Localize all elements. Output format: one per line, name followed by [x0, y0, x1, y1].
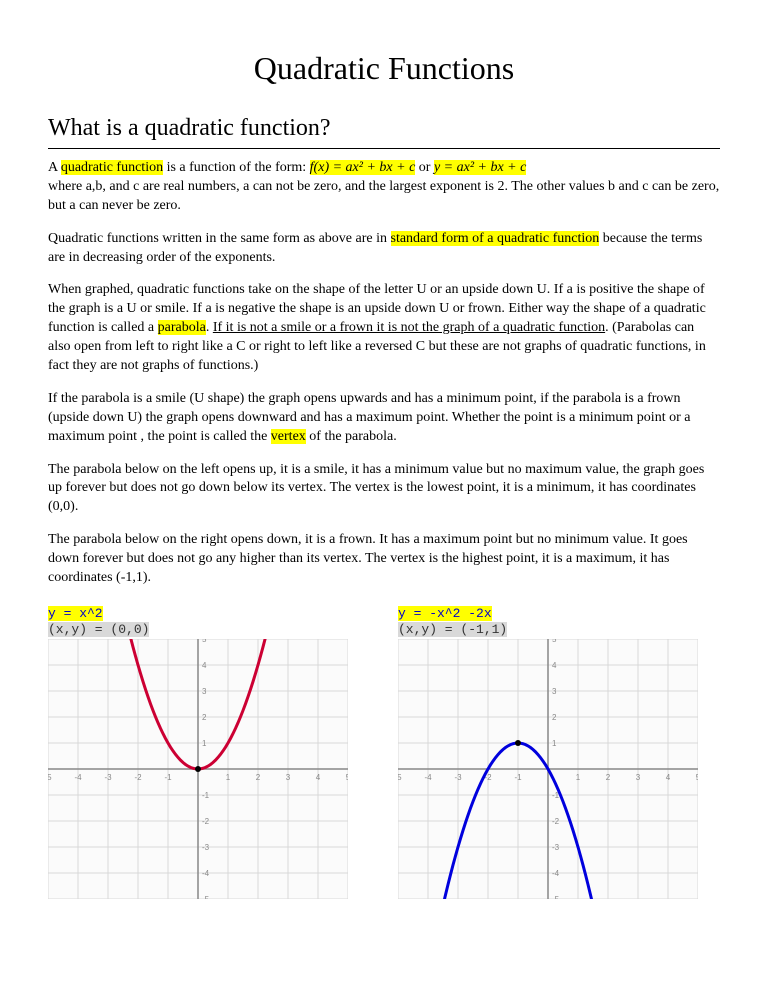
svg-text:2: 2 — [552, 713, 557, 722]
text-run: is a function of the form: — [163, 160, 310, 175]
svg-text:4: 4 — [202, 661, 207, 670]
svg-text:-1: -1 — [202, 791, 210, 800]
svg-text:-3: -3 — [454, 773, 462, 782]
svg-text:1: 1 — [202, 739, 207, 748]
paragraph-definition: A quadratic function is a function of th… — [48, 159, 720, 216]
svg-text:-2: -2 — [134, 773, 142, 782]
svg-text:-3: -3 — [552, 843, 560, 852]
paragraph-opens-down: The parabola below on the right opens do… — [48, 531, 720, 588]
page-title: Quadratic Functions — [48, 50, 720, 87]
graph-left-svg: -5 -4 -3 -2 -1 1 2 3 4 5 -5 -4 -3 -2 -1 1 2 3 4 5 — [48, 639, 348, 899]
svg-text:5: 5 — [346, 773, 348, 782]
svg-text:3: 3 — [202, 687, 207, 696]
text-run: or — [415, 160, 434, 175]
graph-left: y = x^2 (x,y) = (0,0) -5-4-3-2-112345-5-… — [48, 606, 348, 899]
svg-text:2: 2 — [202, 713, 207, 722]
svg-text:-5: -5 — [552, 895, 560, 899]
svg-text:-4: -4 — [552, 869, 560, 878]
text-run: (x,y) = (0,0) — [48, 622, 149, 637]
coord-label: (x,y) = (0,0) — [48, 622, 149, 637]
svg-text:4: 4 — [552, 661, 557, 670]
svg-text:-1: -1 — [514, 773, 522, 782]
graphs-row: y = x^2 (x,y) = (0,0) -5-4-3-2-112345-5-… — [48, 606, 720, 899]
svg-text:-5: -5 — [202, 895, 210, 899]
svg-text:4: 4 — [666, 773, 671, 782]
underline-text: If it is not a smile or a frown it is no… — [213, 320, 605, 335]
svg-text:5: 5 — [696, 773, 698, 782]
equation-label: y = -x^2 -2x — [398, 606, 492, 621]
paragraph-opens-up: The parabola below on the left opens up,… — [48, 461, 720, 518]
graph-right-caption: y = -x^2 -2x (x,y) = (-1,1) — [398, 606, 698, 637]
svg-text:4: 4 — [316, 773, 321, 782]
section-heading: What is a quadratic function? — [48, 115, 720, 142]
coord-label: (x,y) = (-1,1) — [398, 622, 507, 637]
svg-text:2: 2 — [606, 773, 611, 782]
document-page: Quadratic Functions What is a quadratic … — [0, 0, 768, 929]
svg-text:2: 2 — [256, 773, 261, 782]
svg-text:-4: -4 — [74, 773, 82, 782]
highlight-parabola: parabola — [158, 320, 206, 335]
highlight-formula-2: y = ax² + bx + c — [434, 160, 526, 175]
svg-text:-1: -1 — [164, 773, 172, 782]
text-run: Quadratic functions written in the same … — [48, 231, 391, 246]
graph-right: y = -x^2 -2x (x,y) = (-1,1) -5 -4 -3 -2 -1 1 2… — [398, 606, 698, 899]
highlight-quadratic-function: quadratic function — [61, 160, 163, 175]
text-run: of the parabola. — [306, 429, 397, 444]
paragraph-standard-form: Quadratic functions written in the same … — [48, 230, 720, 268]
svg-text:-4: -4 — [202, 869, 210, 878]
paragraph-parabola: When graphed, quadratic functions take o… — [48, 281, 720, 375]
svg-text:1: 1 — [226, 773, 231, 782]
svg-text:3: 3 — [552, 687, 557, 696]
svg-text:-3: -3 — [202, 843, 210, 852]
paragraph-vertex: If the parabola is a smile (U shape) the… — [48, 390, 720, 447]
highlight-formula-1: f(x) = ax² + bx + c — [310, 160, 416, 175]
svg-text:-5: -5 — [398, 773, 402, 782]
text-run: . — [206, 320, 213, 335]
svg-text:5: 5 — [552, 639, 557, 644]
graph-right-svg: -5-4-3-2-112345-5-4-3-2-112345 — [398, 639, 698, 899]
svg-text:1: 1 — [576, 773, 581, 782]
svg-text:3: 3 — [286, 773, 291, 782]
svg-text:-3: -3 — [104, 773, 112, 782]
svg-text:1: 1 — [552, 739, 557, 748]
svg-text:3: 3 — [636, 773, 641, 782]
svg-text:-2: -2 — [552, 817, 560, 826]
horizontal-rule — [48, 148, 720, 149]
svg-text:-5: -5 — [48, 773, 52, 782]
svg-text:-4: -4 — [424, 773, 432, 782]
graph-left-caption: y = x^2 (x,y) = (0,0) — [48, 606, 348, 637]
text-run: where a,b, and c are real numbers, a can… — [48, 179, 719, 213]
text-run: (x,y) = (-1,1) — [398, 622, 507, 637]
svg-text:5: 5 — [202, 639, 207, 644]
highlight-vertex: vertex — [271, 429, 306, 444]
svg-text:-2: -2 — [202, 817, 210, 826]
equation-label: y = x^2 — [48, 606, 103, 621]
highlight-standard-form: standard form of a quadratic function — [391, 231, 600, 246]
text-run: A — [48, 160, 61, 175]
